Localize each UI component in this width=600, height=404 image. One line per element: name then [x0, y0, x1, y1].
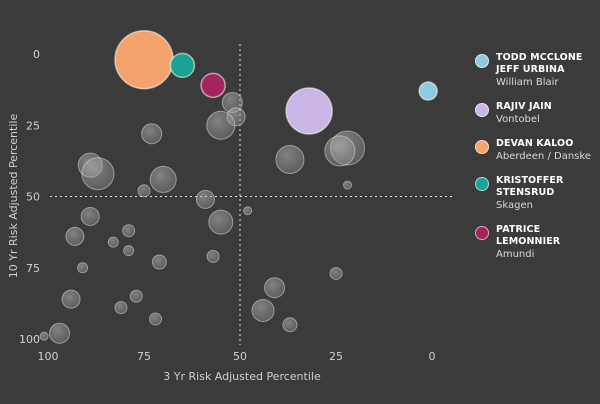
legend-swatch	[475, 177, 489, 191]
y-tick-label: 50	[26, 191, 40, 204]
bubble-point	[206, 249, 220, 263]
bubble-point	[329, 266, 343, 280]
legend-firm-name: Aberdeen / Danske	[496, 151, 591, 162]
legend-manager-name: RAJIV JAIN	[496, 101, 552, 112]
bubble-point	[39, 331, 49, 341]
x-tick-label: 0	[429, 350, 436, 363]
bubble-point	[195, 189, 215, 209]
bubble-point	[243, 206, 253, 216]
legend-manager-name: JEFF URBINA	[496, 64, 565, 75]
legend-manager-name: PATRICE LEMONNIER	[496, 224, 561, 247]
legend-firm-name: William Blair	[496, 77, 559, 88]
bubble-point	[107, 236, 119, 248]
bubble-point	[149, 312, 163, 326]
x-tick-label: 50	[233, 350, 247, 363]
legend-swatch	[475, 54, 489, 68]
bubble-point	[251, 299, 275, 322]
bubble-point	[343, 180, 353, 190]
bubble-point	[137, 184, 151, 198]
legend-entry: DEVAN KALOO Aberdeen / Danske	[474, 138, 600, 163]
legend-manager-name: TODD MCCLONE	[496, 52, 583, 63]
bubble-point	[65, 226, 85, 246]
bubble-point	[324, 135, 356, 167]
bubble-point	[149, 165, 177, 193]
legend-swatch	[475, 140, 489, 154]
bubble-point	[129, 289, 143, 303]
highlighted-bubble-point	[200, 72, 226, 99]
legend-firm-name: Skagen	[496, 200, 533, 211]
legend-entry: PATRICE LEMONNIER Amundi	[474, 224, 600, 261]
y-axis-label: 10 Yr Risk Adjusted Percentile	[7, 114, 20, 279]
bubble-point	[122, 224, 136, 238]
bubble-point	[264, 277, 286, 299]
legend-manager-name: DEVAN KALOO	[496, 138, 574, 149]
bubble-point	[282, 317, 298, 333]
x-tick-label: 100	[38, 350, 59, 363]
legend: TODD MCCLONE JEFF URBINA William Blair RAJI…	[474, 52, 600, 273]
bubble-point	[123, 245, 135, 257]
bubble-point	[151, 254, 167, 270]
legend-firm-name: Amundi	[496, 249, 535, 260]
bubble-point	[114, 301, 128, 315]
x-tick-label: 75	[137, 350, 151, 363]
bubble-point	[141, 123, 163, 145]
legend-swatch	[475, 226, 489, 240]
highlighted-bubble-point	[169, 52, 196, 79]
bubble-point	[81, 157, 115, 191]
legend-firm-name: Vontobel	[496, 114, 540, 125]
y-tick-label: 75	[26, 262, 40, 275]
legend-manager-name: KRISTOFFER STENSRUD	[496, 175, 564, 198]
legend-entry: RAJIV JAIN Vontobel	[474, 101, 600, 126]
bubble-point	[208, 209, 234, 235]
y-tick-label: 0	[33, 48, 40, 61]
y-tick-label: 100	[19, 333, 40, 346]
bubble-point	[77, 262, 89, 274]
legend-swatch	[475, 103, 489, 117]
x-tick-label: 25	[329, 350, 343, 363]
y-tick-label: 25	[26, 119, 40, 132]
bubble-point	[61, 289, 81, 309]
highlighted-bubble-point	[114, 29, 174, 90]
x-axis-label: 3 Yr Risk Adjusted Percentile	[163, 370, 321, 383]
bubble-point	[275, 144, 305, 174]
legend-entry: TODD MCCLONE JEFF URBINA William Blair	[474, 52, 600, 89]
bubble-point	[80, 206, 100, 226]
bubble-point	[49, 322, 71, 344]
highlighted-bubble-point	[418, 81, 438, 101]
highlighted-bubble-point	[285, 87, 333, 135]
bubble-point	[206, 110, 236, 140]
legend-entry: KRISTOFFER STENSRUD Skagen	[474, 175, 600, 212]
